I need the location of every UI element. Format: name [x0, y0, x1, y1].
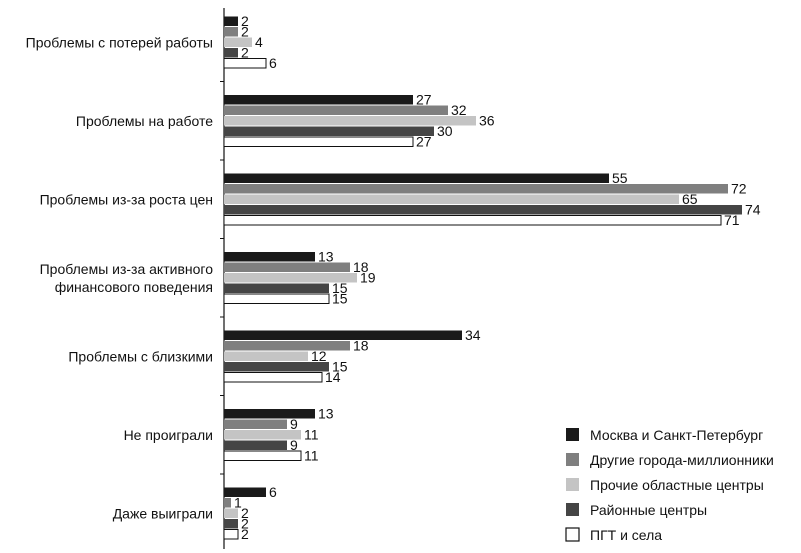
data-label: 74	[745, 202, 761, 218]
bar	[224, 419, 287, 429]
legend-swatch	[566, 478, 579, 491]
bar	[224, 126, 434, 136]
bar	[224, 184, 728, 194]
bar	[224, 430, 301, 440]
data-label: 55	[612, 170, 628, 186]
bar	[224, 440, 287, 450]
data-label: 11	[304, 448, 319, 464]
bar	[224, 351, 308, 361]
legend-swatch	[565, 527, 580, 542]
category-label: Проблемы из-за роста цен	[40, 191, 213, 207]
bar	[224, 273, 357, 283]
bar	[223, 529, 239, 540]
category-label: Проблемы с близкими	[68, 348, 213, 364]
legend-label: ПГТ и села	[590, 527, 662, 543]
category-label: Проблемы с потерей работы	[26, 34, 213, 50]
bar	[223, 372, 323, 383]
data-label: 13	[318, 406, 334, 422]
data-label: 34	[465, 327, 481, 343]
bar	[223, 136, 414, 147]
bar	[224, 508, 238, 518]
data-label: 2	[241, 13, 249, 29]
data-label: 4	[255, 34, 263, 50]
bar	[224, 498, 231, 508]
data-label: 12	[311, 348, 327, 364]
data-label: 2	[241, 505, 249, 521]
data-labels: 2242627323630275572657471131819151534181…	[234, 13, 761, 542]
data-label: 9	[290, 437, 298, 453]
data-label: 2	[241, 516, 249, 532]
category-label: Проблемы из-за активного	[40, 261, 214, 277]
data-label: 2	[241, 45, 249, 61]
bar	[224, 519, 238, 529]
data-label: 13	[318, 249, 334, 265]
data-label: 71	[724, 212, 740, 228]
bar	[224, 330, 462, 340]
data-label: 15	[332, 291, 348, 307]
data-label: 27	[416, 92, 432, 108]
bar	[224, 341, 350, 351]
bar	[224, 487, 266, 497]
category-label: Не проиграли	[124, 427, 213, 443]
bar	[224, 37, 252, 47]
data-label: 19	[360, 270, 376, 286]
legend-swatch	[566, 453, 579, 466]
bar	[223, 215, 722, 226]
data-label: 15	[332, 359, 348, 375]
data-label: 6	[269, 55, 277, 71]
data-label: 15	[332, 280, 348, 296]
data-label: 18	[353, 259, 369, 275]
legend-label: Москва и Санкт-Петербург	[590, 427, 763, 443]
bar	[223, 58, 267, 69]
data-label: 30	[437, 123, 453, 139]
bar	[224, 27, 238, 37]
category-ticks	[220, 81, 224, 475]
legend-swatch	[566, 428, 579, 441]
bars	[223, 16, 742, 540]
data-label: 9	[290, 416, 298, 432]
bar	[223, 293, 330, 304]
bar	[223, 450, 302, 461]
data-label: 27	[416, 134, 432, 150]
bar	[224, 262, 350, 272]
bar	[224, 105, 448, 115]
bar	[224, 205, 742, 215]
bar	[224, 173, 609, 183]
category-label: финансового поведения	[55, 279, 213, 295]
category-label: Даже выиграли	[113, 505, 213, 521]
data-label: 32	[451, 102, 467, 118]
bar	[224, 48, 238, 58]
data-label: 2	[241, 526, 249, 542]
data-label: 65	[682, 191, 698, 207]
data-label: 14	[325, 369, 341, 385]
data-label: 18	[353, 338, 369, 354]
bar	[224, 16, 238, 26]
data-label: 2	[241, 24, 249, 40]
bar	[224, 95, 413, 105]
data-label: 36	[479, 113, 495, 129]
bar	[224, 362, 329, 372]
legend: Москва и Санкт-Петербург Другие города-ми…	[565, 427, 774, 543]
legend-label: Другие города-миллионники	[590, 452, 774, 468]
bar	[224, 252, 315, 262]
legend-label: Районные центры	[590, 502, 707, 518]
data-label: 72	[731, 181, 747, 197]
bar	[224, 194, 679, 204]
legend-label: Прочие областные центры	[590, 477, 764, 493]
bar	[224, 116, 476, 126]
data-label: 1	[234, 495, 242, 511]
legend-swatch	[566, 503, 579, 516]
data-label: 6	[269, 484, 277, 500]
category-label: Проблемы на работе	[76, 113, 213, 129]
bar	[224, 283, 329, 293]
data-label: 11	[304, 427, 319, 443]
category-labels: Проблемы с потерей работы Проблемы на раб…	[26, 34, 214, 521]
bar	[224, 409, 315, 419]
